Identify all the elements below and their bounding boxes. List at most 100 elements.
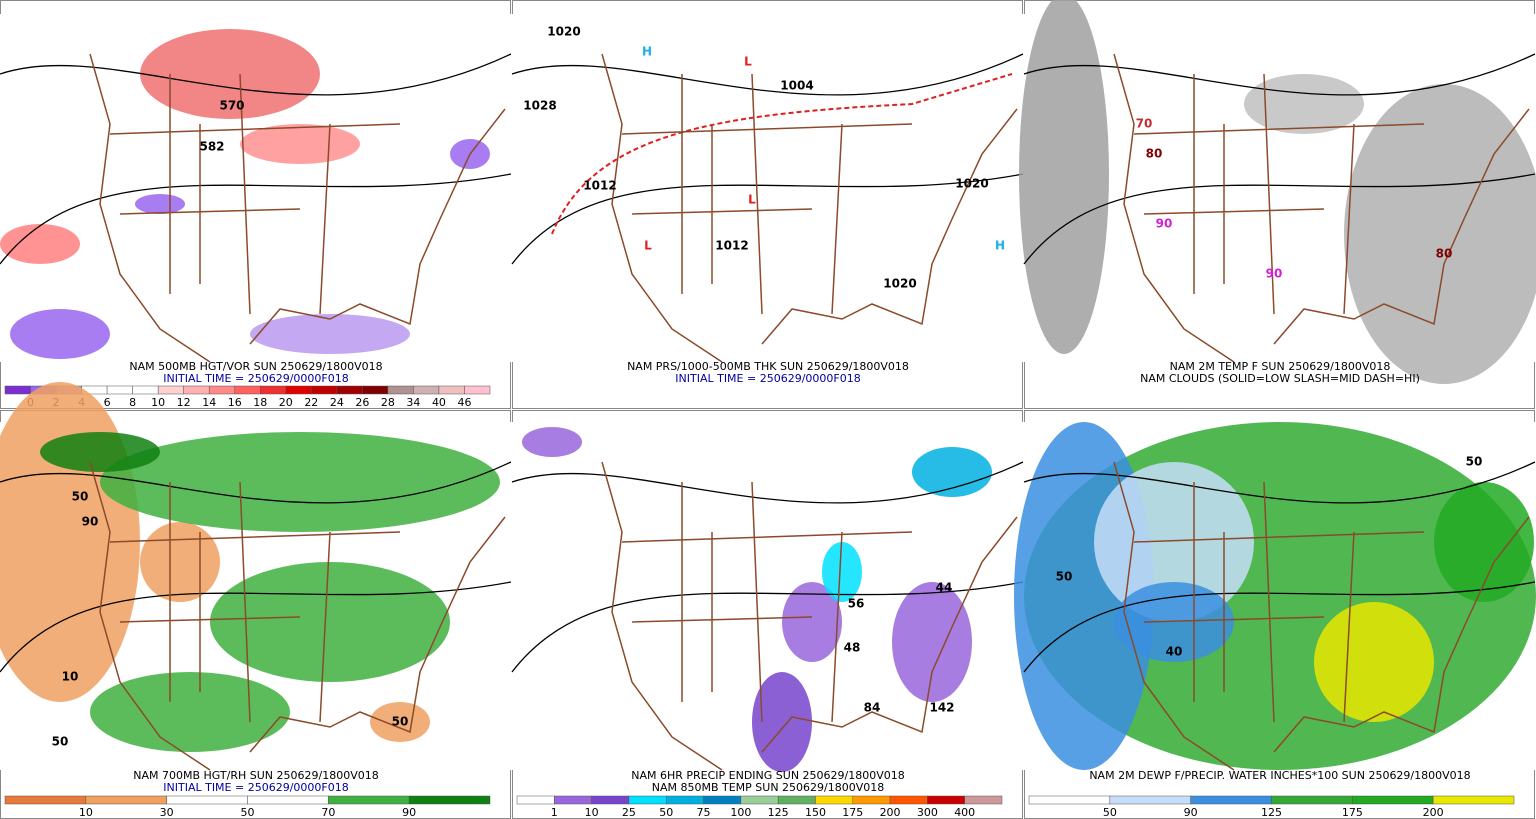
field-shading <box>240 124 360 164</box>
field-shading <box>210 562 450 682</box>
caption: NAM PRS/1000-500MB THK SUN 250629/1800V0… <box>627 360 909 373</box>
colorbar-label: 1 <box>551 806 558 819</box>
contour-label: L <box>644 239 652 253</box>
colorbar-segment <box>247 795 329 805</box>
field-shading <box>140 29 320 119</box>
colorbar-label: 70 <box>321 806 335 819</box>
colorbar-label: 50 <box>241 806 255 819</box>
contour-label: 50 <box>392 715 409 729</box>
colorbar-segment <box>1432 795 1515 805</box>
contour <box>511 173 1024 265</box>
colorbar-label: 125 <box>1261 806 1282 819</box>
caption: NAM 700MB HGT/RH SUN 250629/1800V018 <box>133 769 378 782</box>
contour-label: 90 <box>1266 267 1283 281</box>
colorbar-label: 10 <box>151 396 165 409</box>
colorbar-segment <box>516 795 555 805</box>
colorbar-label: 22 <box>304 396 318 409</box>
map: 50 90 10 50 50 <box>0 382 512 771</box>
field-shading <box>1434 482 1534 602</box>
contour-label: 50 <box>1056 570 1073 584</box>
colorbar-label: 34 <box>406 396 420 409</box>
colorbar-segment <box>703 795 742 805</box>
contour-label: 40 <box>1166 645 1183 659</box>
contour <box>511 461 1024 504</box>
colorbar-label: 20 <box>279 396 293 409</box>
field-shading <box>782 582 842 662</box>
field-shading <box>370 702 430 742</box>
field-shading <box>822 542 862 602</box>
map: 1020 1028 1012 1004 1012 1020 1020 H H L L L <box>511 14 1024 363</box>
colorbar-label: 24 <box>330 396 344 409</box>
caption: INITIAL TIME = 250629/0000F018 <box>163 781 348 794</box>
contour-label: 56 <box>848 597 865 611</box>
colorbar-label: 200 <box>880 806 901 819</box>
contour-label: 80 <box>1146 147 1163 161</box>
panel: 50 90 10 50 50 NAM 700MB HGT/RH SUN 250629/18… <box>0 382 512 819</box>
colorbar-segment <box>852 795 891 805</box>
contour <box>0 461 512 504</box>
borders <box>601 461 1018 771</box>
colorbar-segment <box>85 795 167 805</box>
contour-label: 1012 <box>715 239 748 253</box>
field-shading <box>140 522 220 602</box>
colorbar-segment <box>336 385 363 395</box>
borders <box>89 461 506 771</box>
colorbar-segment <box>1109 795 1191 805</box>
panel: 1020 1028 1012 1004 1012 1020 1020 H H L L L NAM PRS… <box>511 0 1024 409</box>
contour-label: 1004 <box>780 79 813 93</box>
colorbar-segment <box>408 795 491 805</box>
field-shading <box>100 432 500 532</box>
colorbar-segment <box>157 385 184 395</box>
contour-label: H <box>642 45 652 59</box>
caption: NAM 500MB HGT/VOR SUN 250629/1800V018 <box>129 360 382 373</box>
colorbar-segment <box>964 795 1003 805</box>
colorbar-segment <box>260 385 287 395</box>
contour <box>0 581 512 673</box>
colorbar-segment <box>285 385 312 395</box>
field-shading <box>1314 602 1434 722</box>
contour-label: 1020 <box>883 277 916 291</box>
contour-label: 570 <box>219 99 244 113</box>
colorbar-segment <box>740 795 779 805</box>
colorbar-segment <box>777 795 816 805</box>
contour <box>511 581 1024 673</box>
colorbar-label: 125 <box>768 806 789 819</box>
panel: 56 48 84 142 44 NAM 6HR PRECIP ENDING SUN 250… <box>511 410 1024 819</box>
contour-label: H <box>995 239 1005 253</box>
colorbar-label: 300 <box>917 806 938 819</box>
borders <box>1113 53 1530 363</box>
contour-label: 10 <box>62 670 79 684</box>
panel: 570 582 NAM 500MB HGT/VOR SUN 250629/1800V… <box>0 0 512 409</box>
borders <box>601 53 1018 363</box>
contour-label: 70 <box>1136 117 1153 131</box>
contour-label: 48 <box>844 641 861 655</box>
contour-label: 1012 <box>583 179 616 193</box>
contour-label: 142 <box>929 701 954 715</box>
colorbar-segment <box>166 795 248 805</box>
contour-label: 50 <box>52 735 69 749</box>
contour-label: 90 <box>1156 217 1173 231</box>
colorbar-label: 30 <box>160 806 174 819</box>
colorbar-segment <box>438 385 465 395</box>
contour <box>511 53 1024 96</box>
field-shading <box>0 224 80 264</box>
colorbar-label: 18 <box>253 396 267 409</box>
map: 70 80 90 80 90 <box>1019 0 1536 384</box>
colorbar-label: 16 <box>228 396 242 409</box>
colorbar-segment <box>387 385 414 395</box>
caption: INITIAL TIME = 250629/0000F018 <box>675 372 860 385</box>
colorbar-segment <box>815 795 854 805</box>
colorbar-segment <box>1271 795 1353 805</box>
contour <box>1023 53 1536 96</box>
colorbar-label: 28 <box>381 396 395 409</box>
colorbar-segment <box>234 385 261 395</box>
colorbar-segment <box>591 795 630 805</box>
contour <box>0 53 512 96</box>
contour-label: 84 <box>864 701 881 715</box>
colorbar-label: 10 <box>585 806 599 819</box>
contour-label: 1020 <box>955 177 988 191</box>
field-shading <box>250 314 410 354</box>
borders <box>1113 461 1530 771</box>
colorbar-label: 90 <box>1184 806 1198 819</box>
